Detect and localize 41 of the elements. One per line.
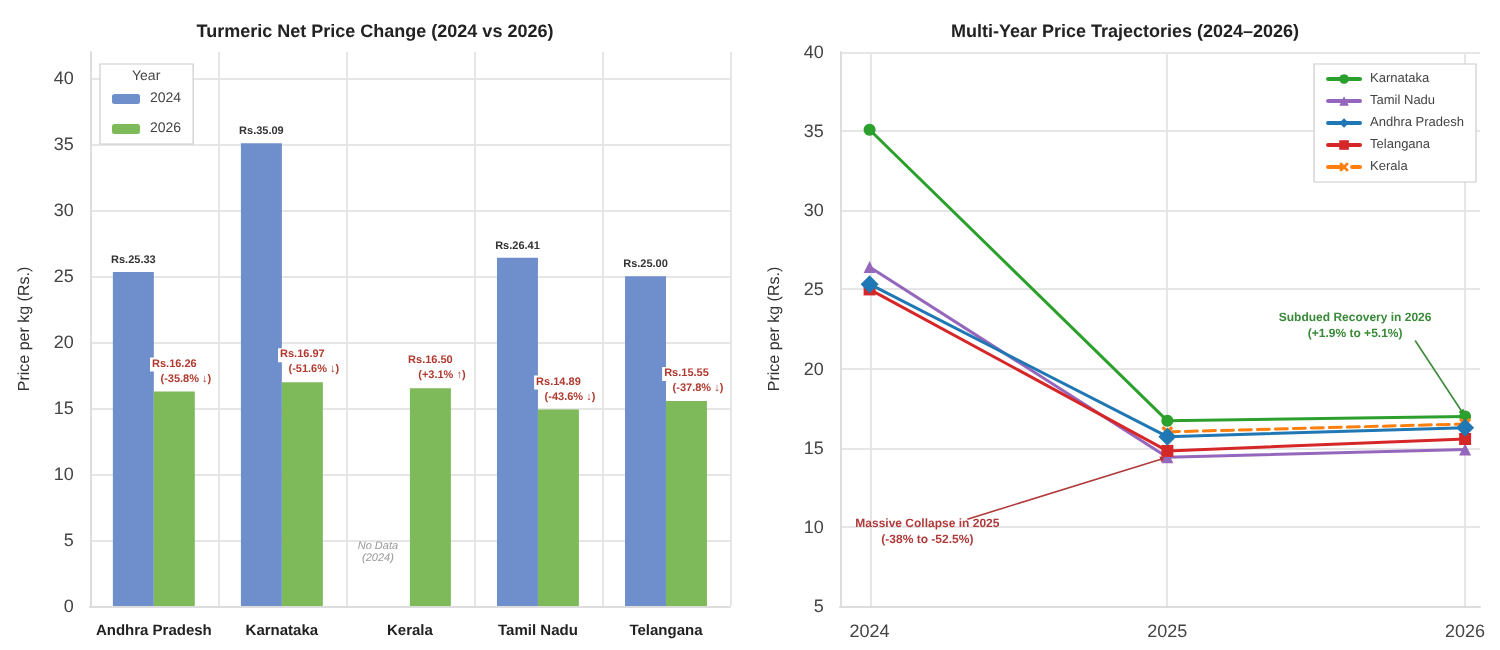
chart-title: Turmeric Net Price Change (2024 vs 2026) — [196, 21, 554, 41]
bar — [112, 271, 154, 606]
point — [1161, 414, 1174, 427]
y-tick-label: 35 — [53, 134, 74, 155]
point — [863, 123, 876, 136]
x-tick-label: 2024 — [849, 621, 890, 641]
y-axis-title: Price per kg (Rs.) — [15, 266, 33, 392]
point — [1158, 427, 1177, 446]
bar — [665, 400, 707, 606]
y-axis-title: Price per kg (Rs.) — [765, 266, 783, 392]
y-tick-label: 15 — [53, 398, 74, 419]
y-tick-label: 30 — [803, 200, 824, 221]
chart-title: Multi-Year Price Trajectories (2024–2026) — [950, 21, 1300, 41]
point — [1459, 433, 1472, 446]
y-tick-label: 25 — [53, 266, 74, 287]
bar — [153, 391, 195, 606]
bar — [496, 257, 538, 606]
y-tick-label: 40 — [53, 68, 74, 89]
bar — [240, 143, 282, 606]
y-tick-label: 25 — [803, 279, 824, 300]
x-tick-label: 2025 — [1147, 621, 1188, 641]
x-tick-label: 2026 — [1445, 621, 1486, 641]
y-tick-label: 10 — [53, 464, 74, 485]
point — [1456, 418, 1475, 437]
y-tick-label: 40 — [803, 42, 824, 62]
y-tick-label: 15 — [803, 437, 824, 458]
y-tick-label: 5 — [63, 530, 74, 551]
y-tick-label: 0 — [63, 596, 74, 616]
bar — [409, 388, 451, 606]
point — [1161, 444, 1174, 457]
y-tick-label: 30 — [53, 200, 74, 221]
y-tick-label: 5 — [813, 596, 824, 616]
y-tick-label: 10 — [803, 516, 824, 537]
bar — [281, 382, 323, 606]
point — [863, 261, 876, 274]
point — [860, 275, 879, 294]
y-tick-label: 35 — [803, 121, 824, 142]
y-tick-label: 20 — [53, 332, 74, 353]
bar — [625, 276, 666, 606]
bar — [537, 409, 579, 606]
y-tick-label: 20 — [803, 358, 824, 379]
